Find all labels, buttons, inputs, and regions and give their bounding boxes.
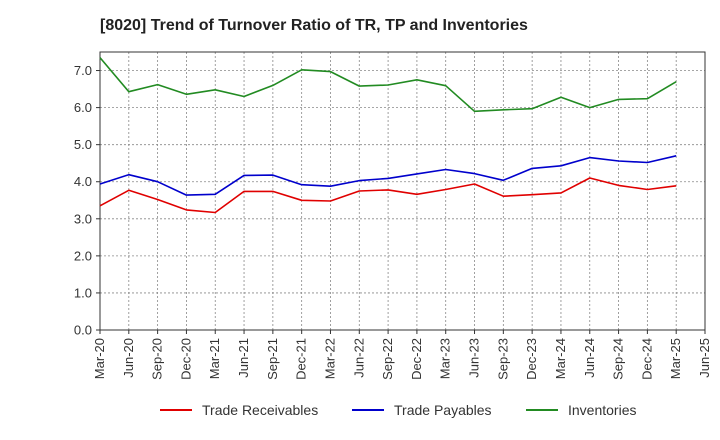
- x-tick-label: Sep-24: [611, 338, 626, 380]
- axes: [96, 51, 706, 334]
- x-tick-label: Dec-23: [524, 338, 539, 380]
- x-tick-label: Jun-21: [236, 338, 251, 378]
- legend-label: Trade Receivables: [202, 402, 318, 418]
- series-line-trade-receivables: [99, 177, 677, 214]
- x-tick-label: Dec-21: [294, 338, 309, 380]
- y-tick-label: 0.0: [74, 323, 92, 338]
- x-tick-label: Dec-22: [409, 338, 424, 380]
- x-tick-label: Mar-25: [668, 338, 683, 379]
- x-tick-label: Mar-21: [207, 338, 222, 379]
- y-tick-label: 2.0: [74, 248, 92, 263]
- x-tick-label: Dec-20: [178, 338, 193, 380]
- x-tick-labels: Mar-20 Jun-20 Sep-20 Dec-20 Mar-21 Jun-21 Sep-…: [92, 338, 712, 380]
- x-tick-label: Mar-23: [438, 338, 453, 379]
- x-tick-label: Jun-24: [582, 338, 597, 378]
- x-tick-label: Sep-21: [265, 338, 280, 380]
- legend-label: Trade Payables: [394, 402, 492, 418]
- y-tick-label: 3.0: [74, 211, 92, 226]
- plot-frame: [99, 51, 706, 331]
- x-tick-label: Sep-20: [150, 338, 165, 380]
- y-tick-label: 5.0: [74, 137, 92, 152]
- x-tick-label: Jun-20: [121, 338, 136, 378]
- x-tick-label: Sep-22: [380, 338, 395, 380]
- legend-label: Inventories: [568, 402, 636, 418]
- x-tick-label: Mar-24: [553, 338, 568, 379]
- y-tick-label: 7.0: [74, 63, 92, 78]
- x-tick-label: Dec-24: [639, 338, 654, 380]
- x-tick-label: Sep-23: [495, 338, 510, 380]
- chart-title: [8020] Trend of Turnover Ratio of TR, TP…: [100, 17, 528, 34]
- series-line-inventories: [99, 57, 677, 113]
- y-tick-labels: 0.0 1.0 2.0 3.0 4.0 5.0 6.0 7.0: [74, 63, 92, 337]
- x-tick-label: Jun-25: [697, 338, 712, 378]
- x-tick-label: Mar-22: [322, 338, 337, 379]
- x-tick-label: Jun-22: [351, 338, 366, 378]
- y-tick-label: 4.0: [74, 174, 92, 189]
- x-tick-label: Mar-20: [92, 338, 107, 379]
- y-tick-label: 6.0: [74, 100, 92, 115]
- series-lines: [99, 57, 677, 214]
- x-tick-label: Jun-23: [467, 338, 482, 378]
- y-tick-label: 1.0: [74, 285, 92, 300]
- legend: Trade Receivables Trade Payables Inventori…: [160, 402, 636, 418]
